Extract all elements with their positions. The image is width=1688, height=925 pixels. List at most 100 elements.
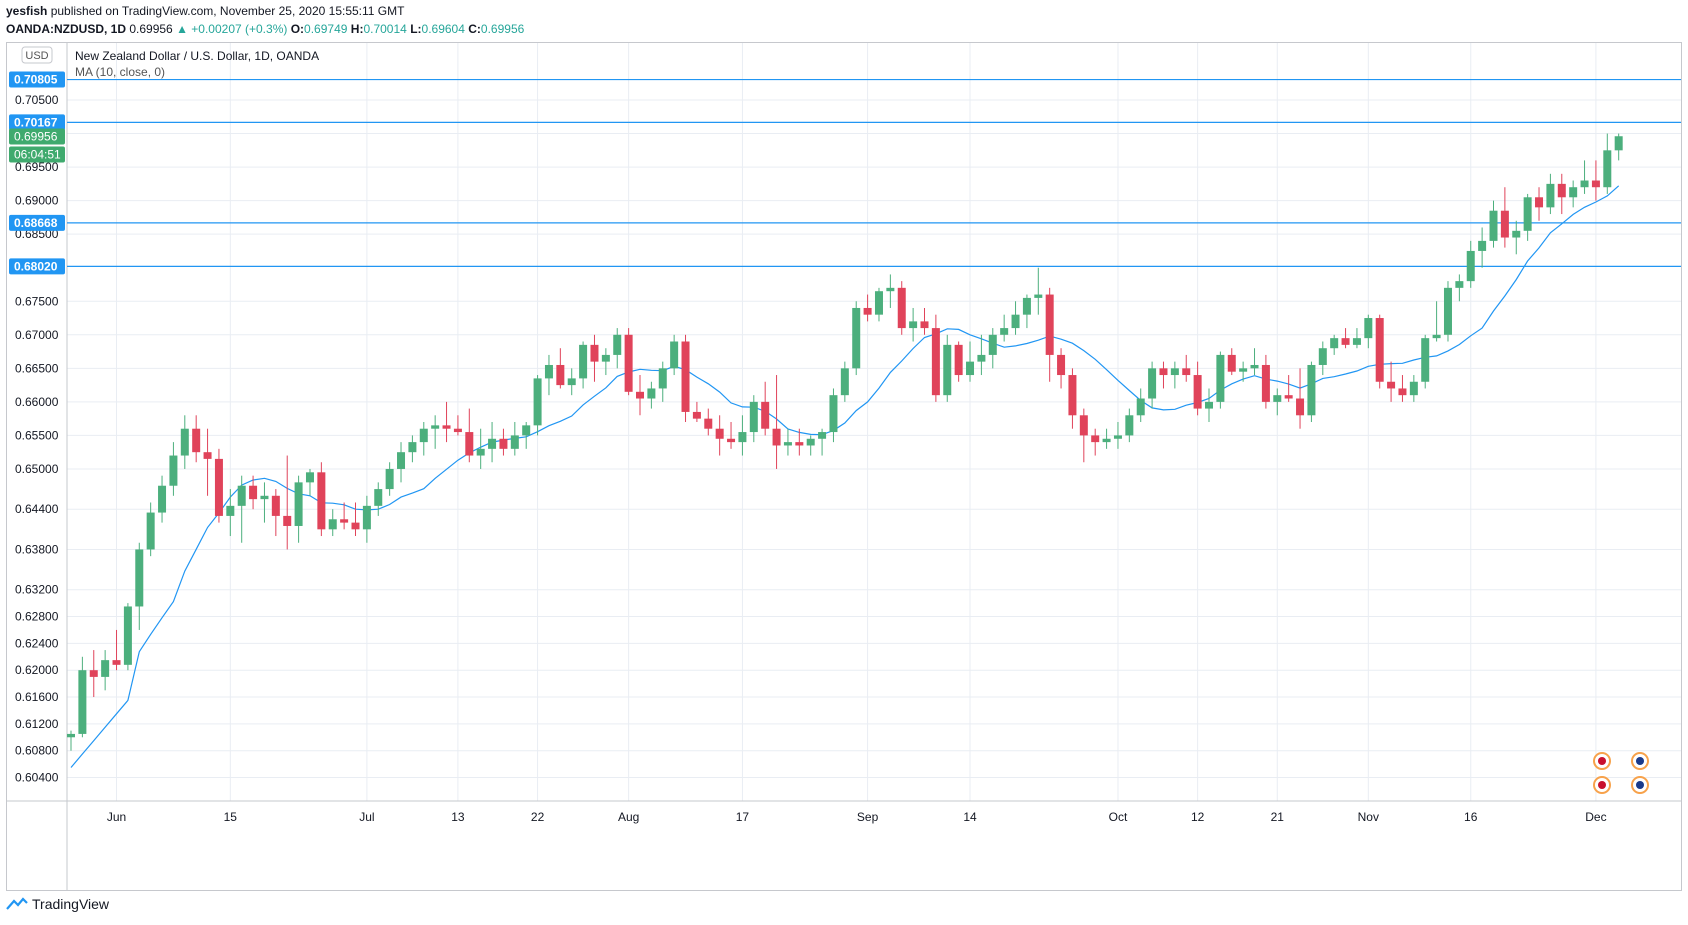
candle-body	[283, 515, 292, 526]
x-tick-label: Oct	[1109, 810, 1128, 824]
tradingview-logo-icon	[6, 897, 28, 910]
candle-body	[1159, 368, 1168, 376]
candle-body	[772, 428, 781, 446]
x-tick-label: Jul	[359, 810, 374, 824]
candle-body	[943, 344, 952, 396]
candle-body	[658, 368, 667, 389]
candle-body	[237, 485, 246, 506]
candle-body	[408, 442, 417, 453]
low-value: 0.69604	[421, 22, 465, 36]
candle-body	[419, 428, 428, 443]
low-label: L:	[410, 22, 422, 36]
candle-body	[977, 354, 986, 362]
publish-info: published on TradingView.com, November 2…	[47, 4, 405, 18]
candle-body	[647, 388, 656, 399]
candle-body	[1216, 354, 1225, 402]
x-tick-label: Dec	[1585, 810, 1606, 824]
candle-body	[1580, 180, 1589, 188]
chart-frame: 0.705000.700000.695000.690000.685000.675…	[6, 42, 1682, 891]
candle-body	[988, 334, 997, 355]
candle-body	[738, 432, 747, 443]
candle-body	[1535, 197, 1544, 208]
candle-body	[1182, 368, 1191, 376]
candle-body	[1170, 368, 1179, 376]
candle-body	[522, 425, 531, 436]
candle-body	[909, 321, 918, 329]
candle-body	[624, 334, 633, 392]
candle-body	[1318, 348, 1327, 365]
candle-body	[1557, 183, 1566, 198]
candle-body	[328, 519, 337, 530]
y-tick-label: 0.61200	[15, 717, 59, 731]
candle-body	[579, 344, 588, 379]
flag-dot-icon	[1636, 781, 1644, 789]
candle-body	[1409, 381, 1418, 396]
candle-body	[556, 364, 565, 386]
candle-body	[180, 428, 189, 456]
symbol-name: OANDA:NZDUSD, 1D	[6, 22, 126, 36]
candle-body	[317, 472, 326, 530]
candle-body	[783, 442, 792, 446]
high-label: H:	[350, 22, 364, 36]
candle-body	[1000, 328, 1009, 335]
candle-body	[1102, 438, 1111, 443]
candle-body	[886, 287, 895, 292]
candle-body	[1284, 395, 1293, 399]
candle-body	[897, 287, 906, 329]
candle-body	[1148, 368, 1157, 399]
candle-body	[465, 432, 474, 456]
x-tick-label: 14	[963, 810, 977, 824]
candle-body	[1034, 294, 1043, 298]
y-tick-label: 0.66000	[15, 395, 59, 409]
candle-body	[567, 378, 576, 386]
publisher-name[interactable]: yesfish	[6, 4, 48, 18]
candle-body	[351, 522, 360, 530]
candle-body	[1387, 381, 1396, 389]
candle-body	[1273, 395, 1282, 402]
level-price-label: 0.68020	[14, 259, 58, 273]
y-tick-label: 0.62400	[15, 636, 59, 650]
footer-brand[interactable]: TradingView	[6, 896, 109, 912]
y-tick-label: 0.60400	[15, 771, 59, 785]
candle-body	[1239, 368, 1248, 372]
open-value: 0.69749	[304, 22, 348, 36]
candle-body	[1045, 294, 1054, 355]
candle-body	[271, 495, 280, 516]
x-tick-label: 15	[224, 810, 238, 824]
close-value: 0.69956	[480, 22, 525, 36]
candle-body	[1307, 364, 1316, 416]
flag-dot-icon	[1636, 757, 1644, 765]
candle-body	[510, 435, 519, 449]
candle-body	[1022, 297, 1031, 315]
indicator-legend: MA (10, close, 0)	[75, 65, 165, 79]
y-tick-label: 0.61600	[15, 690, 59, 704]
candle-body	[863, 307, 872, 315]
candle-body	[214, 458, 223, 516]
candle-body	[590, 344, 599, 362]
candle-body	[340, 519, 349, 523]
x-tick-label: 13	[451, 810, 465, 824]
x-tick-label: 21	[1271, 810, 1285, 824]
candle-body	[488, 438, 497, 449]
candle-body	[1512, 230, 1521, 238]
candle-body	[203, 452, 212, 459]
x-tick-label: 12	[1191, 810, 1205, 824]
countdown-tag	[9, 146, 65, 163]
flag-dot-icon	[1598, 781, 1606, 789]
y-tick-label: 0.65500	[15, 428, 59, 442]
chart-title: New Zealand Dollar / U.S. Dollar, 1D, OA…	[75, 49, 319, 63]
candle-body	[1432, 334, 1441, 339]
y-tick-label: 0.67000	[15, 328, 59, 342]
candle-body	[1443, 287, 1452, 335]
candle-body	[829, 395, 838, 433]
candle-body	[874, 291, 883, 315]
candle-body	[1614, 136, 1623, 151]
candle-body	[101, 660, 110, 677]
y-tick-label: 0.63800	[15, 542, 59, 556]
candle-body	[169, 455, 178, 486]
candle-body	[123, 606, 132, 665]
currency-badge[interactable]	[21, 46, 53, 64]
price-chart[interactable]: 0.705000.700000.695000.690000.685000.675…	[7, 43, 1681, 890]
candle-body	[1341, 338, 1350, 345]
x-tick-label: Sep	[857, 810, 879, 824]
